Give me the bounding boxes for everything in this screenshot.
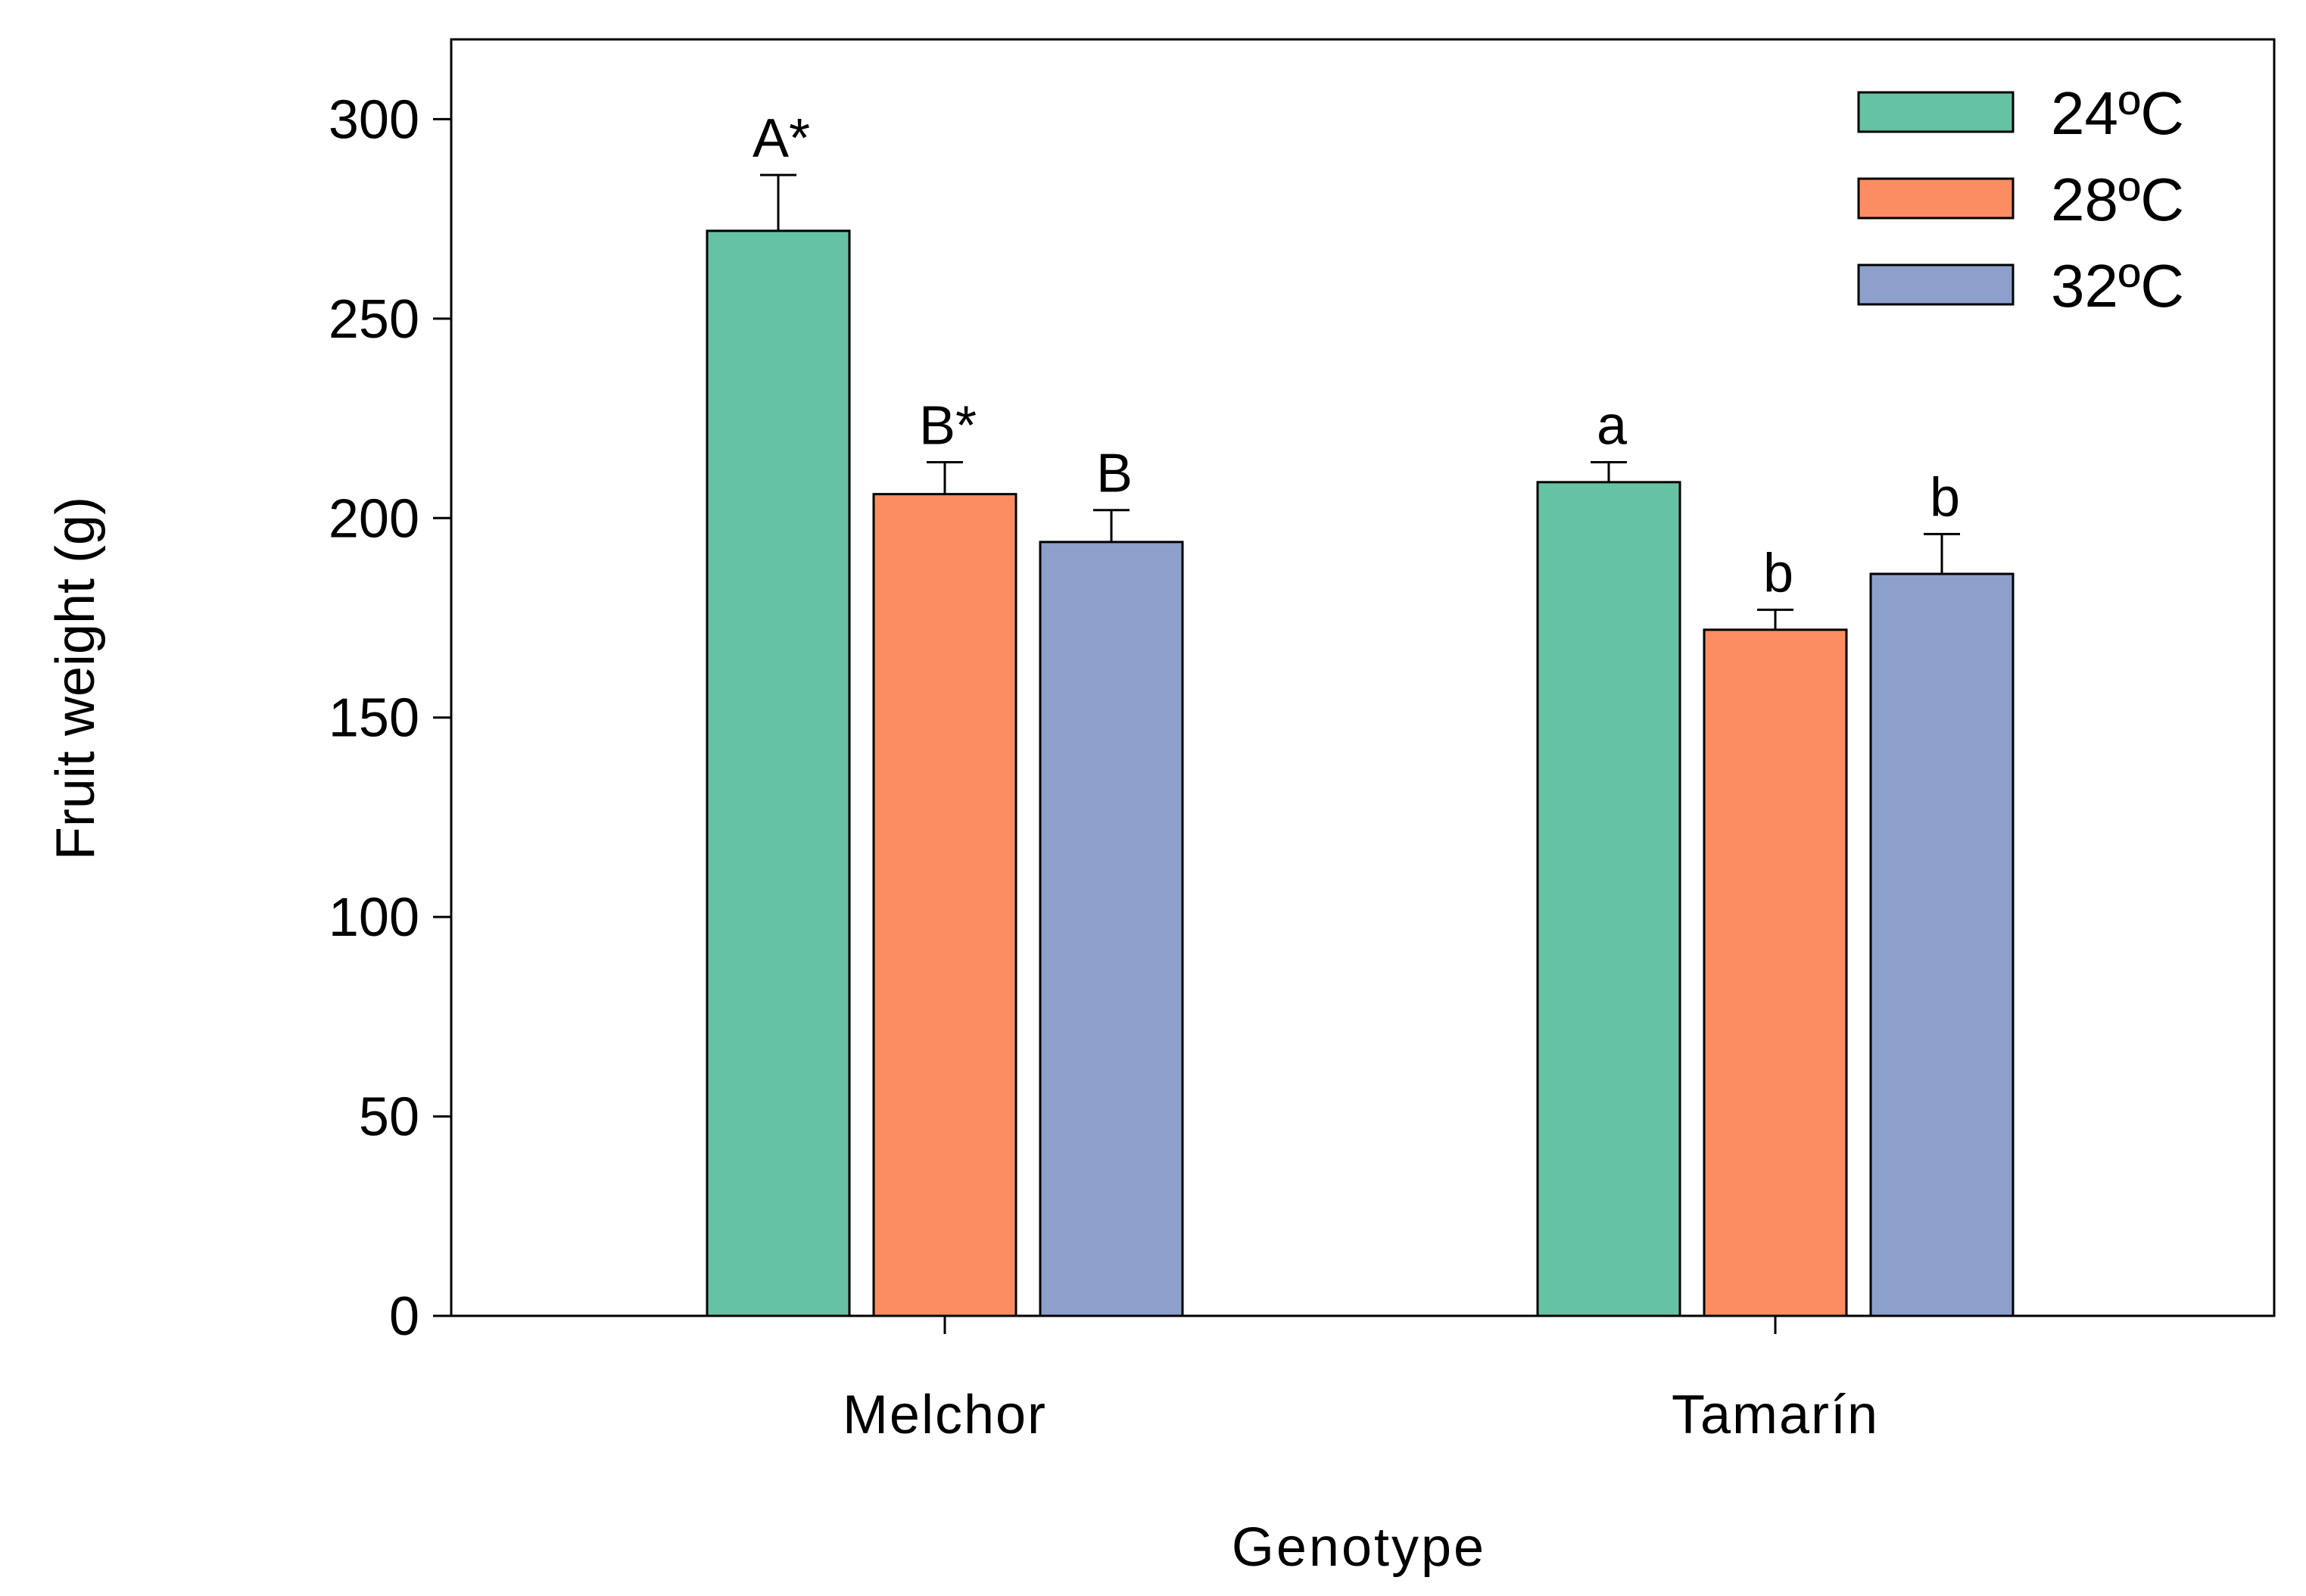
- legend-label: 24ºC: [2051, 79, 2184, 147]
- bar: [1869, 572, 2015, 1317]
- bar: [1703, 628, 1848, 1317]
- plot-frame: [450, 38, 2276, 1317]
- y-tick-label: 100: [329, 887, 419, 948]
- y-tick-label: 300: [329, 89, 419, 150]
- y-axis-title: Fruit weight (g): [45, 497, 106, 860]
- legend-swatch: [1857, 177, 2015, 220]
- axis-layer: 0 50 100 150 200 250 300 Melchor Tamarín: [329, 38, 2276, 1445]
- significance-label: b: [1930, 467, 1960, 528]
- x-tick-label: Melchor: [843, 1385, 1047, 1445]
- y-tick-label: 250: [329, 289, 419, 350]
- x-tick-label: Tamarín: [1672, 1385, 1879, 1445]
- bar: [1039, 541, 1184, 1317]
- bars-layer: A* B* Ba b b: [706, 108, 2015, 1317]
- legend-swatch: [1857, 263, 2015, 306]
- significance-label: B: [1096, 444, 1133, 504]
- x-axis-title: Genotype: [1232, 1517, 1486, 1578]
- legend-label: 28ºC: [2051, 166, 2184, 233]
- bar: [1536, 481, 1681, 1317]
- bar: [706, 229, 851, 1317]
- legend: 24ºC 28ºC 32ºC: [1857, 79, 2184, 320]
- significance-label: b: [1763, 543, 1793, 603]
- bar: [872, 493, 1017, 1317]
- legend-swatch: [1857, 91, 2015, 133]
- y-tick-label: 0: [389, 1286, 419, 1347]
- y-tick-label: 50: [359, 1087, 419, 1148]
- y-tick-label: 150: [329, 688, 419, 749]
- y-tick-label: 200: [329, 488, 419, 549]
- significance-label: B*: [919, 395, 977, 456]
- significance-label: A*: [753, 108, 810, 169]
- legend-label: 32ºC: [2051, 252, 2184, 320]
- significance-label: a: [1597, 395, 1628, 456]
